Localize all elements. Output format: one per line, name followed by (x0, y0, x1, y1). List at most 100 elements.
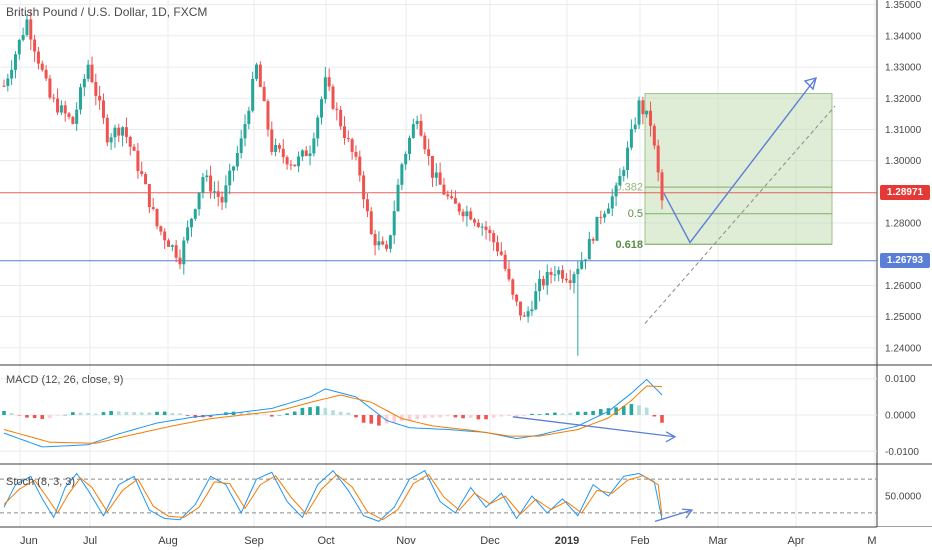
candle-body (243, 124, 247, 139)
candle-body (522, 315, 526, 317)
macd-histogram-bar (453, 415, 458, 418)
macd-histogram-bar (637, 405, 641, 415)
candle-body (48, 78, 52, 98)
price-tick-label: 1.26000 (885, 281, 922, 292)
macd-histogram-bar (285, 413, 289, 415)
macd-histogram-bar (254, 413, 259, 415)
candle-body (411, 124, 415, 138)
macd-histogram-bar (109, 411, 113, 415)
candle-body (645, 110, 649, 115)
candle-body (423, 135, 427, 150)
candle-body (2, 85, 6, 87)
candle-body (21, 34, 25, 40)
candle-body (201, 177, 205, 193)
price-tick-label: 1.33000 (885, 63, 922, 74)
macd-histogram-bar (499, 415, 504, 417)
price-tick-label: 1.32000 (885, 94, 922, 105)
candle-body (595, 216, 599, 241)
macd-histogram-bar (560, 413, 565, 415)
macd-histogram-bar (40, 415, 45, 420)
candle-body (641, 100, 645, 115)
fib-level-label: 0.382 (615, 182, 643, 194)
candle-body (128, 136, 132, 147)
dashed-trendline (644, 105, 836, 324)
projection-path (663, 77, 817, 244)
candle-body (132, 146, 136, 151)
price-tick-label: 1.24000 (885, 343, 922, 354)
stoch-d-line (3, 473, 663, 521)
candle-body (342, 126, 346, 138)
macd-histogram-bar (423, 415, 427, 419)
macd-histogram-bar (415, 415, 419, 420)
candle-body (327, 77, 331, 87)
candle-body (557, 270, 561, 275)
candle-body (461, 211, 465, 217)
time-axis-label: Jun (20, 535, 38, 547)
candle-body (289, 164, 293, 166)
candle-body (178, 257, 182, 265)
macd-histogram-bar (522, 415, 527, 417)
macd-histogram-bar (25, 415, 29, 418)
macd-histogram-bar (277, 414, 282, 416)
chart-title: British Pound / U.S. Dollar, 1D, FXCM (6, 5, 208, 19)
macd-histogram-bar (124, 411, 129, 415)
candle-body (182, 240, 186, 265)
candle-body (511, 279, 515, 295)
candle-body (339, 109, 343, 127)
candle-body (300, 150, 304, 157)
macd-histogram-bar (491, 415, 496, 418)
candle-body (36, 51, 40, 64)
candle-body (258, 64, 262, 87)
macd-histogram-bar (55, 415, 60, 416)
macd-label: MACD (12, 26, close, 9) (6, 374, 124, 386)
candle-body (583, 259, 587, 262)
stoch-arrowhead (681, 508, 694, 519)
candle-body (606, 208, 610, 214)
candle-body (79, 87, 83, 110)
candle-body (320, 99, 324, 118)
candle-body (144, 174, 148, 185)
stoch-tick-label: 50.0000 (885, 492, 922, 503)
macd-divergence-line (512, 416, 676, 438)
macd-histogram-bar (300, 407, 305, 415)
candle-body (350, 139, 354, 152)
macd-histogram-bar (239, 411, 243, 415)
macd-histogram-bar (438, 415, 442, 418)
candle-body (381, 241, 385, 245)
candle-body (25, 19, 29, 35)
candle-body (174, 245, 178, 258)
time-axis-label: Nov (396, 535, 416, 547)
candle-body (484, 226, 488, 230)
candle-body (358, 156, 362, 176)
macd-histogram-bar (338, 411, 343, 415)
candle-body (209, 175, 213, 192)
macd-histogram-bar (354, 415, 358, 418)
candle-body (71, 116, 75, 124)
candle-body (652, 125, 656, 146)
macd-histogram-bar (2, 411, 6, 415)
candle-body (476, 222, 480, 227)
candle-body (121, 127, 125, 136)
time-axis-label: Feb (631, 535, 650, 547)
macd-histogram-bar (553, 412, 557, 415)
candle-body (656, 145, 660, 173)
macd-histogram-bar (269, 415, 274, 417)
macd-histogram-bar (71, 412, 75, 415)
macd-histogram-bar (78, 412, 83, 415)
macd-histogram-bar (614, 407, 618, 415)
candle-body (362, 175, 366, 200)
candle-body (109, 137, 113, 143)
macd-tick-label: 0.0000 (885, 411, 916, 422)
candle-body (29, 19, 33, 40)
candle-body (117, 127, 121, 136)
candle-body (147, 184, 151, 208)
candle-body (518, 301, 522, 316)
candle-body (235, 153, 239, 167)
macd-histogram-bar (545, 413, 550, 415)
candle-body (618, 176, 622, 186)
candle-body (159, 226, 163, 232)
candle-body (10, 69, 14, 79)
time-axis-label: Dec (480, 535, 500, 547)
candle-body (52, 97, 56, 99)
time-axis-label: 2019 (555, 535, 579, 547)
